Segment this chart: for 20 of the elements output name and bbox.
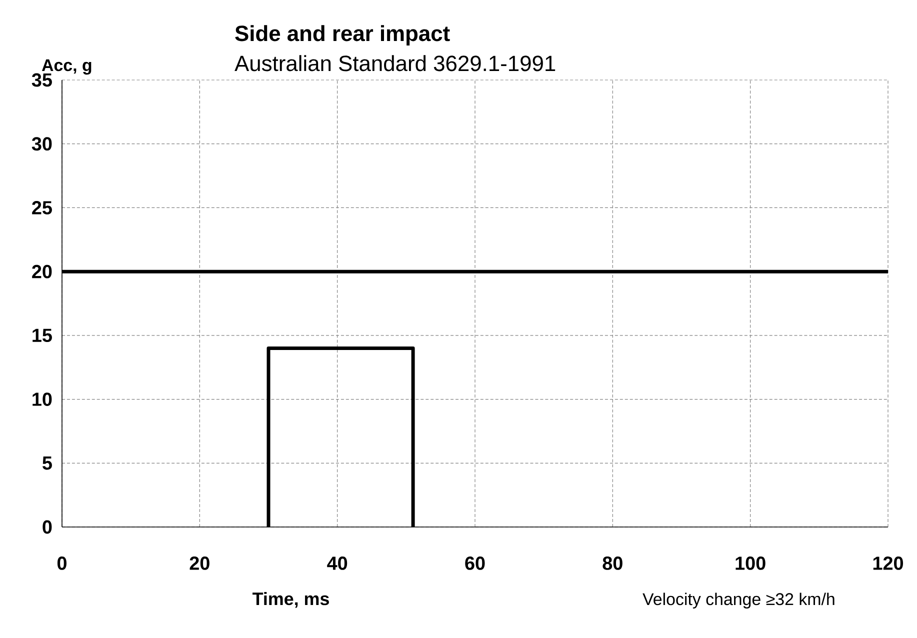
x-tick-label: 60 — [465, 556, 485, 570]
y-tick-label: 5 — [42, 456, 52, 470]
y-axis-title: Acc, g — [42, 59, 92, 75]
y-tick-label: 10 — [32, 392, 52, 406]
y-tick-label: 25 — [32, 201, 52, 214]
x-tick-label: 20 — [190, 556, 210, 570]
x-tick-label: 120 — [873, 556, 904, 570]
x-tick-label: 40 — [327, 556, 348, 570]
x-axis-title: Time, ms — [252, 592, 329, 608]
y-tick-label: 30 — [32, 137, 52, 151]
x-tick-label: 0 — [57, 556, 66, 570]
y-tick-label: 0 — [42, 520, 52, 534]
x-tick-label: 80 — [602, 556, 622, 570]
chart-title: Side and rear impact — [235, 25, 450, 46]
y-tick-label: 35 — [32, 73, 52, 87]
text: Velocity change ≥32 km/h — [642, 592, 834, 609]
y-tick-label: 20 — [32, 264, 52, 278]
x-tick-label: 100 — [736, 556, 766, 570]
chart-subtitle: Australian Standard 3629.1-1991 — [234, 55, 556, 72]
y-tick-label: 15 — [32, 328, 52, 342]
